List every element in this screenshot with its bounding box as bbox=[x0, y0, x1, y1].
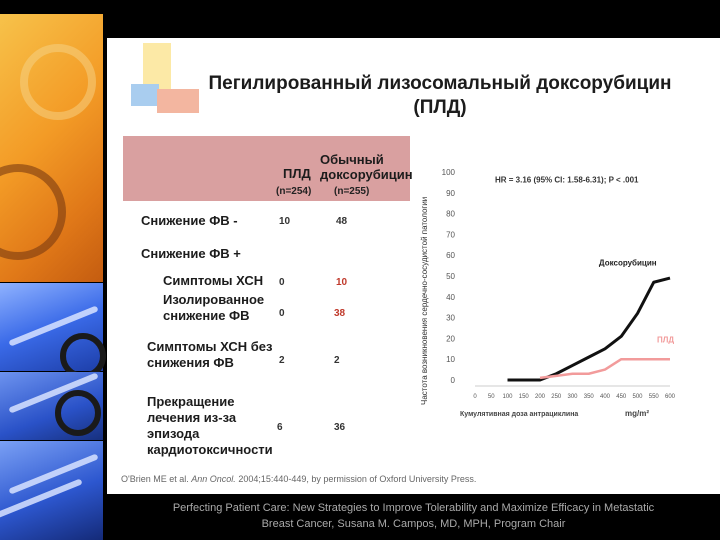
slide-title: Пегилированный лизосомальный доксорубици… bbox=[200, 72, 680, 120]
chart-annotation: HR = 3.16 (95% CI: 1.58-6.31); P < .001 bbox=[495, 175, 639, 184]
row-6-conv: 36 bbox=[334, 422, 346, 433]
row-6-pld: 6 bbox=[277, 422, 283, 433]
x-tick-label-4: 200 bbox=[535, 394, 546, 400]
decor-square-blue bbox=[131, 84, 159, 106]
y-tick-label-10: 100 bbox=[442, 168, 456, 177]
col-header-conventional-line1: Обычный bbox=[320, 152, 384, 167]
y-tick-label-1: 10 bbox=[446, 355, 455, 364]
footer: Perfecting Patient Care: New Strategies … bbox=[107, 500, 720, 532]
series-label-0: Доксорубицин bbox=[599, 259, 657, 268]
x-tick-label-8: 400 bbox=[600, 394, 611, 400]
n-pld: (n=254) bbox=[276, 186, 312, 197]
y-tick-label-5: 50 bbox=[446, 272, 455, 281]
syringe-photo-1 bbox=[0, 283, 106, 379]
row-label-4: Изолированное снижение ФВ bbox=[163, 292, 265, 323]
x-axis-label: Кумулятивная доза антрациклина bbox=[460, 411, 578, 418]
x-tick-label-5: 250 bbox=[551, 394, 562, 400]
x-tick-label-6: 300 bbox=[567, 394, 578, 400]
slide-title-line1: Пегилированный лизосомальный доксорубици… bbox=[208, 73, 672, 94]
row-4-conv: 38 bbox=[334, 308, 346, 319]
citation-details: 2004;15:440-449, by permission of Oxford… bbox=[238, 474, 477, 484]
row-label-6: Прекращение лечения из-за эпизода кардио… bbox=[147, 394, 273, 457]
y-tick-label-8: 80 bbox=[446, 210, 455, 219]
row-5-conv: 2 bbox=[334, 355, 340, 366]
x-tick-label-10: 500 bbox=[632, 394, 643, 400]
col-header-conventional: Обычный доксорубицин bbox=[320, 152, 413, 182]
x-tick-label-3: 150 bbox=[519, 394, 530, 400]
row-label-5: Симптомы ХСН без снижения ФВ bbox=[147, 339, 273, 370]
series-label-1: ПЛД bbox=[657, 336, 674, 345]
series-line-0 bbox=[507, 276, 671, 382]
slide-canvas bbox=[107, 38, 720, 494]
table-header bbox=[123, 136, 410, 201]
x-tick-label-9: 450 bbox=[616, 394, 627, 400]
n-conventional: (n=255) bbox=[334, 186, 370, 197]
x-tick-label-2: 100 bbox=[502, 394, 513, 400]
y-tick-label-0: 0 bbox=[451, 376, 456, 385]
col-header-conventional-line2: доксорубицин bbox=[320, 167, 413, 182]
y-tick-label-7: 70 bbox=[446, 230, 455, 239]
row-3-pld: 0 bbox=[279, 277, 285, 288]
x-axis-unit: mg/m² bbox=[625, 409, 649, 418]
line-chart: 0 10 20 30 40 50 60 70 80 90 100 0 50 100 150 200 250 300… bbox=[442, 168, 676, 418]
citation-authors: O'Brien ME et al. bbox=[121, 474, 189, 484]
decor-square-red bbox=[157, 89, 199, 113]
row-label-2: Снижение ФВ + bbox=[141, 246, 241, 261]
y-tick-label-9: 90 bbox=[446, 189, 455, 198]
col-header-pld: ПЛД bbox=[283, 166, 311, 181]
decor-square-yellow bbox=[143, 43, 171, 89]
citation: O'Brien ME et al. Ann Oncol. 2004;15:440… bbox=[121, 474, 476, 484]
stethoscope-photo bbox=[0, 14, 103, 282]
y-tick-label-2: 20 bbox=[446, 334, 455, 343]
row-label-3: Симптомы ХСН bbox=[163, 273, 264, 288]
left-image-strip bbox=[0, 0, 106, 540]
row-5-pld: 2 bbox=[279, 355, 285, 366]
citation-journal: Ann Oncol. bbox=[191, 474, 236, 484]
x-tick-label-1: 50 bbox=[488, 394, 495, 400]
slide-title-line2: (ПЛД) bbox=[413, 97, 467, 118]
x-tick-label-12: 600 bbox=[665, 394, 676, 400]
row-4-pld: 0 bbox=[279, 308, 285, 319]
x-tick-label-7: 350 bbox=[584, 394, 595, 400]
footer-line2: Breast Cancer, Susana M. Campos, MD, MPH… bbox=[261, 518, 566, 530]
series-line-1 bbox=[539, 357, 670, 380]
row-label-1: Снижение ФВ - bbox=[141, 213, 238, 228]
syringe-photo-2 bbox=[0, 372, 103, 440]
y-tick-label-6: 60 bbox=[446, 251, 455, 260]
syringe-photo-3 bbox=[0, 441, 103, 540]
x-tick-label-0: 0 bbox=[473, 394, 477, 400]
y-tick-label-3: 30 bbox=[446, 314, 455, 323]
footer-line1: Perfecting Patient Care: New Strategies … bbox=[172, 502, 655, 514]
row-1-pld: 10 bbox=[279, 216, 291, 227]
row-3-conv: 10 bbox=[336, 277, 348, 288]
row-1-conv: 48 bbox=[336, 216, 348, 227]
x-tick-label-11: 550 bbox=[649, 394, 660, 400]
y-tick-label-4: 40 bbox=[446, 293, 455, 302]
